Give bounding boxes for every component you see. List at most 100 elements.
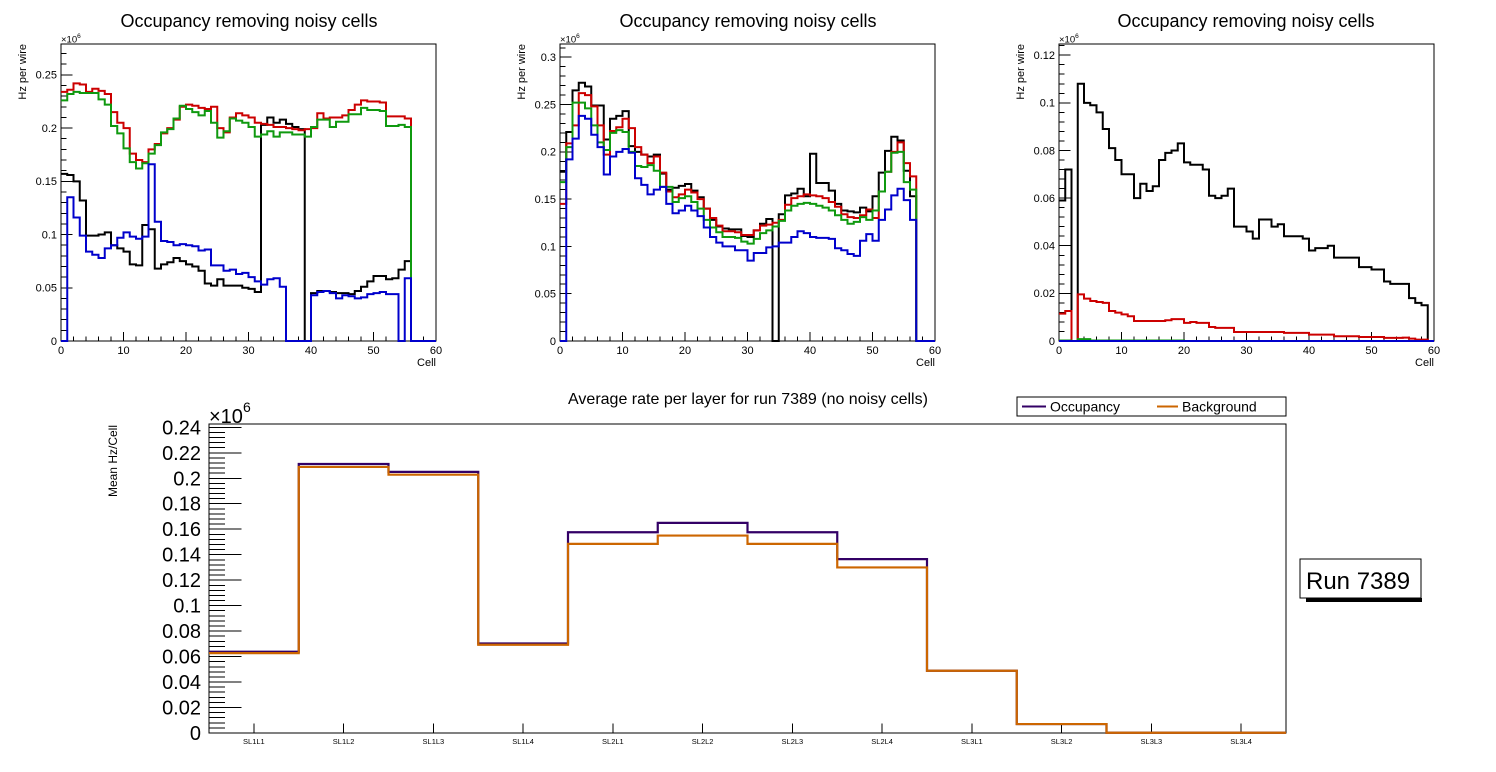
y-axis-title: Hz per wire: [1015, 44, 1027, 100]
y-scale-base: ×10: [1059, 35, 1075, 46]
y-tick-label: 0.06: [1034, 193, 1055, 205]
run-label: Run 7389: [1306, 568, 1410, 595]
x-tick-label: SL2L4: [871, 737, 893, 746]
y-scale-exponent: 6: [576, 33, 580, 40]
chart-title: Occupancy removing noisy cells: [120, 11, 377, 31]
run-label-frame: [1299, 558, 1422, 599]
series-line-green: [560, 101, 935, 342]
x-tick-label: SL1L4: [512, 737, 534, 746]
y-scale-base: ×10: [209, 406, 243, 428]
chart-title: Occupancy removing noisy cells: [1117, 11, 1374, 31]
x-tick-label: 50: [866, 345, 878, 357]
y-tick-label: 0: [1049, 336, 1055, 348]
y-tick-label: 0.15: [36, 176, 57, 188]
x-tick-label: SL2L3: [782, 737, 804, 746]
chart-title: Average rate per layer for run 7389 (no …: [568, 391, 928, 408]
x-tick-label: 20: [1178, 345, 1190, 357]
y-tick-label: 0.02: [1034, 288, 1055, 300]
x-axis-title: Cell: [417, 357, 436, 369]
series-line-black: [61, 116, 436, 342]
y-scale-factor: ×106: [1059, 33, 1079, 46]
y-tick-label: 0.1: [541, 241, 556, 253]
chart-title: Occupancy removing noisy cells: [619, 11, 876, 31]
x-tick-label: SL3L2: [1051, 737, 1073, 746]
plot-frame: [208, 423, 1287, 734]
x-tick-label: 30: [242, 345, 254, 357]
x-tick-label: 60: [929, 345, 941, 357]
series-line-red: [1059, 293, 1434, 342]
x-tick-label: 10: [616, 345, 628, 357]
pad-occupancy-3: Occupancy removing noisy cells 0 0.02 0.04…: [1015, 11, 1440, 369]
y-tick-label: 0.1: [1040, 98, 1055, 110]
y-tick-label: 0.14: [162, 545, 201, 567]
y-tick-label: 0.12: [1034, 50, 1055, 62]
x-tick-label: 60: [1428, 345, 1440, 357]
y-tick-label: 0.2: [541, 147, 556, 159]
pad-average-rate: Average rate per layer for run 7389 (no …: [106, 391, 1287, 746]
legend-box: [1016, 396, 1287, 417]
run-label-box: Run 7389: [1299, 558, 1422, 602]
x-tick-label: SL1L1: [243, 737, 265, 746]
legend-entry-occupancy: Occupancy: [1022, 399, 1120, 415]
x-tick-label: 10: [1115, 345, 1127, 357]
series-layer: [1059, 82, 1434, 342]
y-axis-title: Hz per wire: [516, 44, 528, 100]
y-scale-factor: ×106: [560, 33, 580, 46]
axes: 0 0.02 0.04 0.06 0.08 0.1 0.12 0 10 20 30 40 50 60: [1034, 45, 1440, 357]
y-tick-label: 0.22: [162, 443, 201, 465]
series-line-green: [61, 90, 436, 342]
y-scale-base: ×10: [61, 35, 77, 46]
x-tick-label: SL2L1: [602, 737, 624, 746]
y-tick-label: 0.15: [535, 194, 556, 206]
x-tick-label: 40: [1303, 345, 1315, 357]
y-tick-label: 0.25: [36, 70, 57, 82]
y-tick-label: 0.1: [42, 229, 57, 241]
y-tick-label: 0: [51, 336, 57, 348]
y-axis-title: Mean Hz/Cell: [106, 425, 120, 497]
x-axis-title: Cell: [916, 357, 935, 369]
y-scale-factor: ×106: [209, 399, 251, 428]
series-layer: [61, 82, 436, 342]
y-scale-exponent: 6: [77, 33, 81, 40]
legend-label-background: Background: [1182, 399, 1257, 415]
series-line-blue: [61, 163, 436, 342]
y-axis-title: Hz per wire: [17, 44, 29, 100]
pad-occupancy-2: Occupancy removing noisy cells 00.050.10…: [516, 11, 941, 369]
x-tick-label: 40: [804, 345, 816, 357]
y-tick-label: 0.08: [1034, 145, 1055, 157]
y-tick-label: 0.02: [162, 698, 201, 720]
x-tick-label: 10: [117, 345, 129, 357]
y-scale-base: ×10: [560, 35, 576, 46]
series-line-red: [61, 82, 436, 342]
axes: 0 0.02 0.04 0.06 0.08 0.1 0.12 0.14 0.16 0.18 0.2 0…: [162, 417, 1252, 746]
x-tick-label: 50: [1365, 345, 1377, 357]
x-tick-label: 50: [367, 345, 379, 357]
y-tick-label: 0.18: [162, 494, 201, 516]
series-line-blue: [560, 114, 935, 342]
x-tick-label: 30: [741, 345, 753, 357]
y-scale-factor: ×106: [61, 33, 81, 46]
x-tick-label: SL1L2: [333, 737, 355, 746]
x-tick-label: 40: [305, 345, 317, 357]
x-tick-label: SL3L4: [1230, 737, 1252, 746]
y-scale-exponent: 6: [243, 399, 251, 415]
x-tick-label: 0: [58, 345, 64, 357]
legend-label-occupancy: Occupancy: [1050, 399, 1120, 415]
series-layer: [209, 462, 1286, 734]
y-scale-exponent: 6: [1075, 33, 1079, 40]
x-tick-label: SL2L2: [692, 737, 714, 746]
series-layer: [560, 81, 935, 342]
axes: 0 0.05 0.1 0.15 0.2 0.25 0 10 20 30 40 50 60: [36, 53, 442, 357]
x-tick-label: SL3L3: [1141, 737, 1163, 746]
y-tick-label: 0.04: [1034, 241, 1055, 253]
x-tick-label: SL3L1: [961, 737, 983, 746]
y-tick-label: 0.12: [162, 570, 201, 592]
y-tick-label: 0: [190, 723, 201, 745]
y-tick-label: 0.24: [162, 417, 201, 439]
x-tick-label: 0: [557, 345, 563, 357]
y-tick-label: 0.16: [162, 519, 201, 541]
x-tick-label: 60: [430, 345, 442, 357]
y-tick-label: 0.08: [162, 621, 201, 643]
